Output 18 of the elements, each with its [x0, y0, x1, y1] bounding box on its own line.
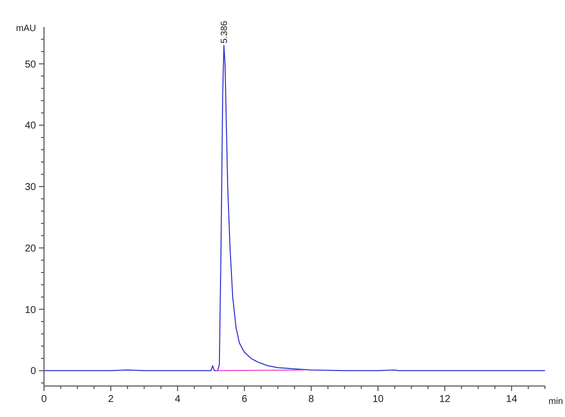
x-tick-label: 12	[439, 394, 451, 405]
y-tick-label: 50	[24, 59, 36, 70]
line-series	[44, 44, 546, 372]
y-tick-label: 10	[24, 304, 36, 316]
y-tick-label: 0	[30, 366, 36, 378]
y-tick-label: 30	[24, 182, 36, 194]
x-tick-label: 6	[242, 394, 248, 405]
x-tick-label: 0	[41, 394, 48, 405]
x-axis-title: min	[548, 396, 563, 406]
y-tick-label: 40	[24, 120, 36, 132]
x-tick-label: 8	[308, 394, 314, 405]
x-tick-label: 2	[108, 394, 114, 405]
x-tick-label: 14	[506, 394, 518, 405]
x-tick-label: 4	[174, 394, 181, 405]
y-tick-label: 20	[24, 243, 36, 254]
y-axis-title: mAU	[16, 23, 36, 33]
x-tick-label: 10	[372, 394, 384, 405]
annotation: 5.386	[218, 20, 229, 44]
